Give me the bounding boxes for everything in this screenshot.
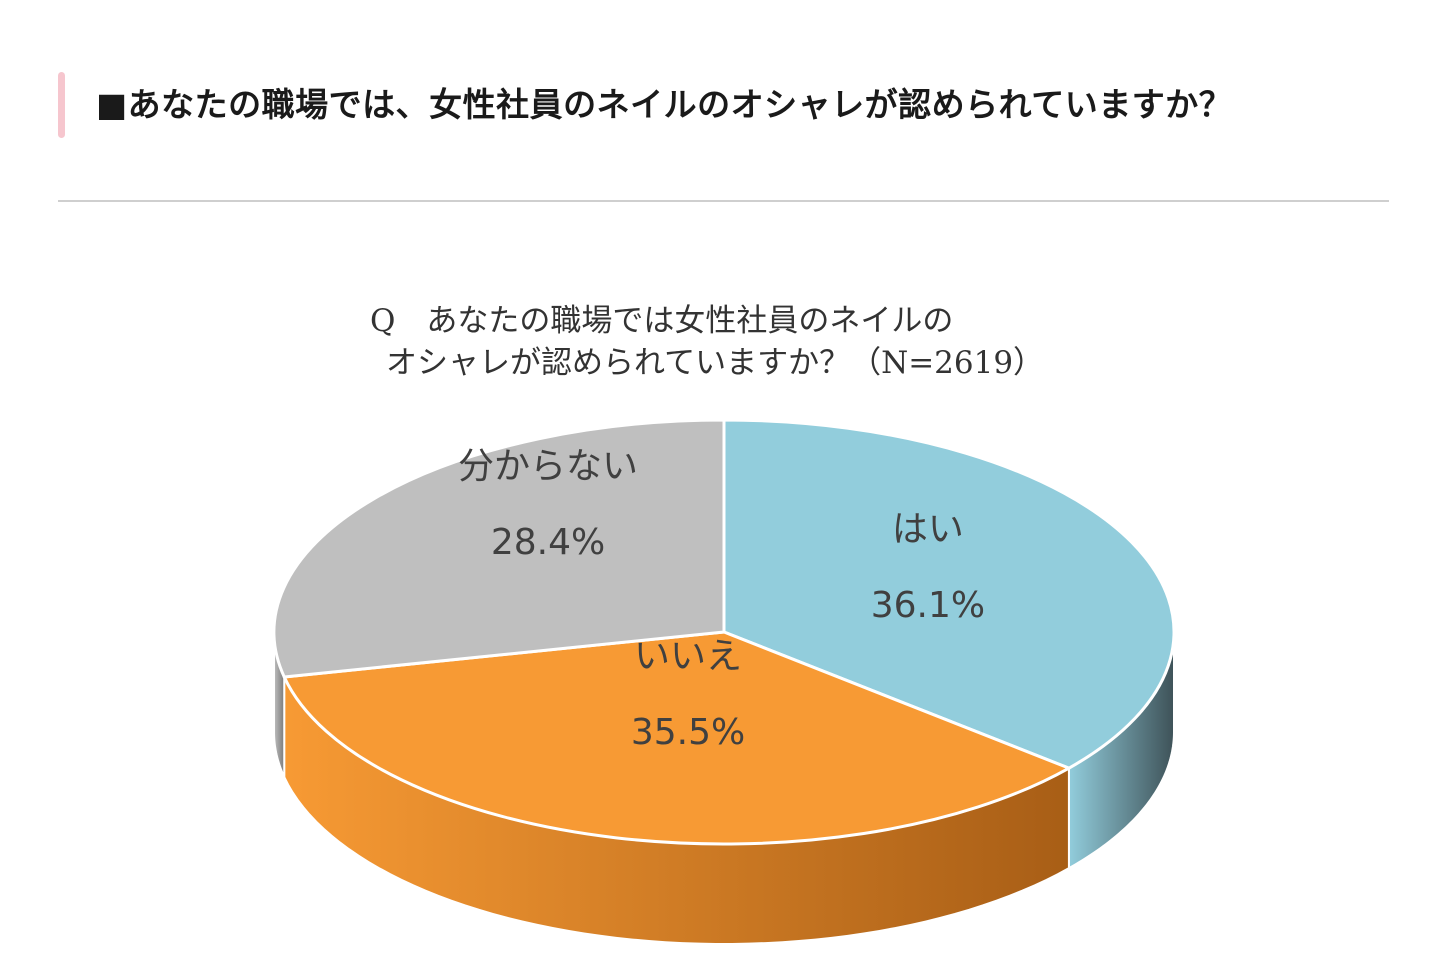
slice-label-0: はい [892,509,964,550]
heading-text: ■あなたの職場では、女性社員のネイルのオシャレが認められていますか？ [96,85,1233,124]
pie-slice-0 [722,418,1176,770]
slice-value-1: 35.5% [631,712,745,753]
slice-label-1: いいえ [634,636,742,677]
slice-label-2: 分からない [458,446,638,487]
slice-value-0: 36.1% [871,585,985,626]
pie-slice-1 [282,630,1071,846]
chart-title-line2: オシャレが認められていますか？（N=2619） [386,345,1045,381]
question-heading: ■あなたの職場では、女性社員のネイルのオシャレが認められていますか？ [58,72,1388,138]
slice-value-2: 28.4% [491,522,605,563]
divider [58,200,1389,202]
pie-slice-2 [272,418,726,679]
heading-accent-bar [58,72,65,138]
chart-title-line1: Q あなたの職場では女性社員のネイルの [370,303,954,339]
chart-title: Q あなたの職場では女性社員のネイルの オシャレが認められていますか？（N=26… [370,300,1090,384]
